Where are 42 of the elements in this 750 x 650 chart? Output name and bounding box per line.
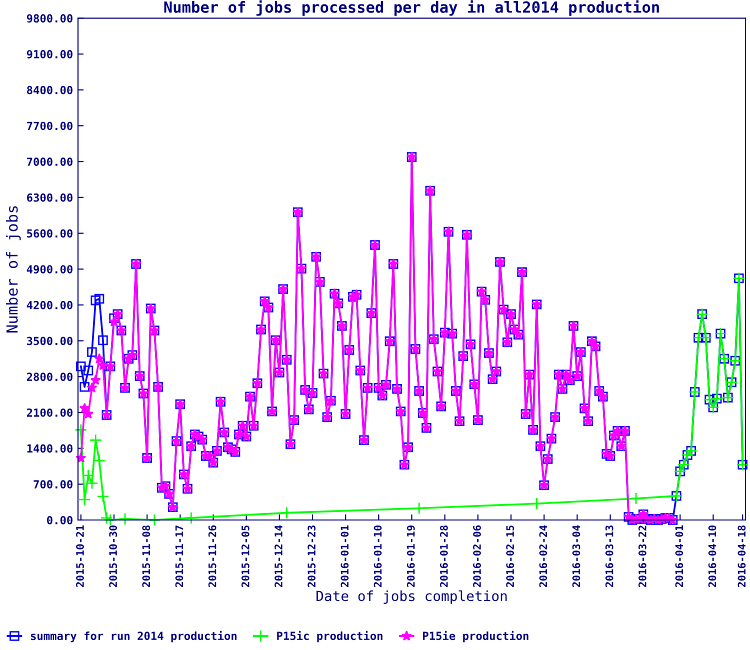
chart-title: Number of jobs processed per day in all2014 production xyxy=(164,0,659,16)
x-tick-label: 2015-11-17 xyxy=(175,526,184,587)
x-tick-label: 2015-11-08 xyxy=(142,526,150,587)
x-tick-label: 2016-03-04 xyxy=(572,525,580,587)
y-tick-label: 3500.00 xyxy=(26,336,72,346)
x-tick-label: 2016-01-01 xyxy=(340,525,349,587)
x-tick-label: 2016-02-24 xyxy=(539,525,548,587)
x-tick-label: 2016-04-01 xyxy=(675,525,684,587)
legend-label: P15ie production xyxy=(423,630,528,642)
x-tick-label: 2016-01-28 xyxy=(440,526,448,587)
y-tick-label: 700.00 xyxy=(34,480,72,489)
legend-label: summary for run 2014 production xyxy=(30,630,236,642)
y-tick-label: 9800.00 xyxy=(26,14,72,23)
y-tick-label: 7700.00 xyxy=(27,122,72,130)
y-tick-label: 7000.00 xyxy=(27,158,72,166)
x-tick-label: 2015-12-05 xyxy=(241,526,250,587)
y-tick-label: 9100.00 xyxy=(26,50,72,58)
x-tick-label: 2015-11-26 xyxy=(208,525,216,587)
x-tick-label: 2016-01-19 xyxy=(406,526,415,587)
y-tick-label: 5600.00 xyxy=(27,229,72,238)
x-tick-label: 2015-12-14 xyxy=(274,525,282,587)
y-axis-title: Number of jobs xyxy=(6,206,21,332)
x-tick-label: 2016-02-06 xyxy=(473,525,481,587)
y-tick-label: 6300.00 xyxy=(27,193,72,202)
x-tick-label: 2016-01-10 xyxy=(374,525,382,587)
y-tick-label: 4900.00 xyxy=(26,265,72,274)
x-tick-label: 2016-03-22 xyxy=(638,526,646,587)
legend-label: P15ic production xyxy=(277,630,382,642)
x-axis-title: Date of jobs completion xyxy=(316,590,507,604)
y-tick-label: 8400.00 xyxy=(27,86,72,94)
x-tick-label: 2016-03-13 xyxy=(605,526,614,587)
y-tick-label: 2100.00 xyxy=(26,408,72,417)
x-tick-label: 2015-10-21 xyxy=(76,525,84,587)
x-tick-label: 2015-12-23 xyxy=(308,526,316,587)
x-tick-label: 2016-04-10 xyxy=(708,525,716,587)
y-tick-label: 0.00 xyxy=(47,516,72,524)
y-tick-label: 1400.00 xyxy=(27,444,72,453)
y-tick-label: 2800.00 xyxy=(26,372,72,382)
x-tick-label: 2015-10-30 xyxy=(109,525,118,587)
y-tick-label: 4200.00 xyxy=(26,300,72,310)
x-tick-label: 2016-02-15 xyxy=(506,526,514,587)
x-tick-label: 2016-04-18 xyxy=(738,526,746,587)
